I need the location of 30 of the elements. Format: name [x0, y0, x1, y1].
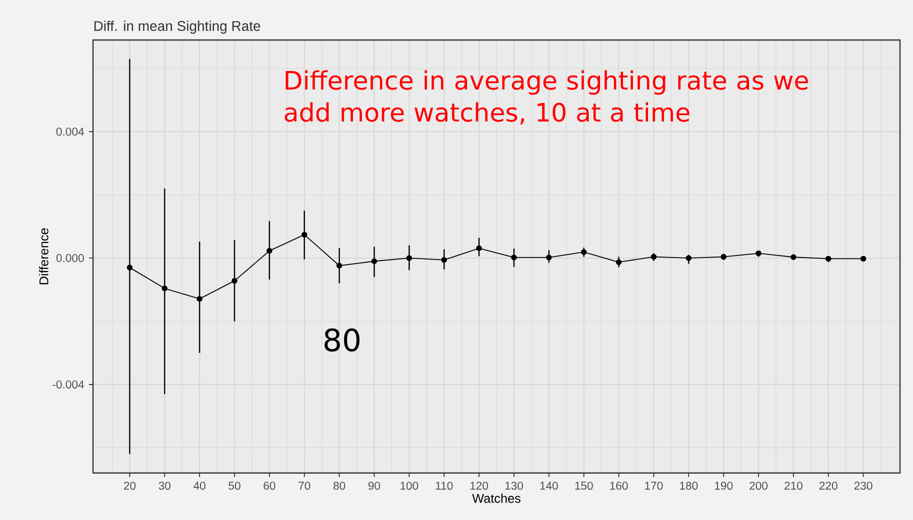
x-tick-label: 160 [610, 482, 628, 490]
x-tick-label: 80 [334, 482, 346, 490]
x-tick-label: 170 [645, 482, 663, 490]
x-tick-label: 110 [436, 482, 453, 490]
x-tick-label: 100 [400, 482, 418, 490]
y-axis-title: Difference [39, 228, 48, 284]
x-tick-label: 130 [505, 482, 523, 490]
x-tick-label: 230 [854, 482, 872, 490]
x-tick-label: 190 [714, 482, 733, 490]
x-tick-label: 30 [158, 482, 170, 490]
x-tick-label: 70 [298, 482, 310, 490]
x-tick-label: 50 [228, 482, 240, 490]
x-tick-label: 200 [750, 482, 768, 490]
y-tick-label: 0.000 [56, 254, 84, 262]
annotation: 80 [324, 328, 360, 352]
x-tick-label: 60 [264, 482, 276, 490]
y-tick-label: 0.004 [56, 128, 84, 136]
x-tick-label: 180 [680, 482, 698, 490]
x-tick-label: 150 [575, 482, 593, 490]
annotation: Difference in average sighting rate as we add more watches, 10 at a time [284, 70, 808, 124]
x-tick-label: 220 [819, 482, 838, 490]
x-axis-title: Watches [472, 494, 520, 503]
x-tick-label: 90 [368, 482, 380, 490]
x-tick-label: 140 [540, 482, 558, 490]
x-tick-label: 210 [784, 482, 802, 490]
x-tick-label: 20 [124, 482, 136, 490]
x-tick-label: 40 [194, 482, 206, 490]
x-tick-label: 120 [470, 482, 488, 490]
chart-title: Diff. in mean Sighting Rate [94, 20, 260, 34]
y-tick-label: -0.004 [52, 380, 84, 388]
